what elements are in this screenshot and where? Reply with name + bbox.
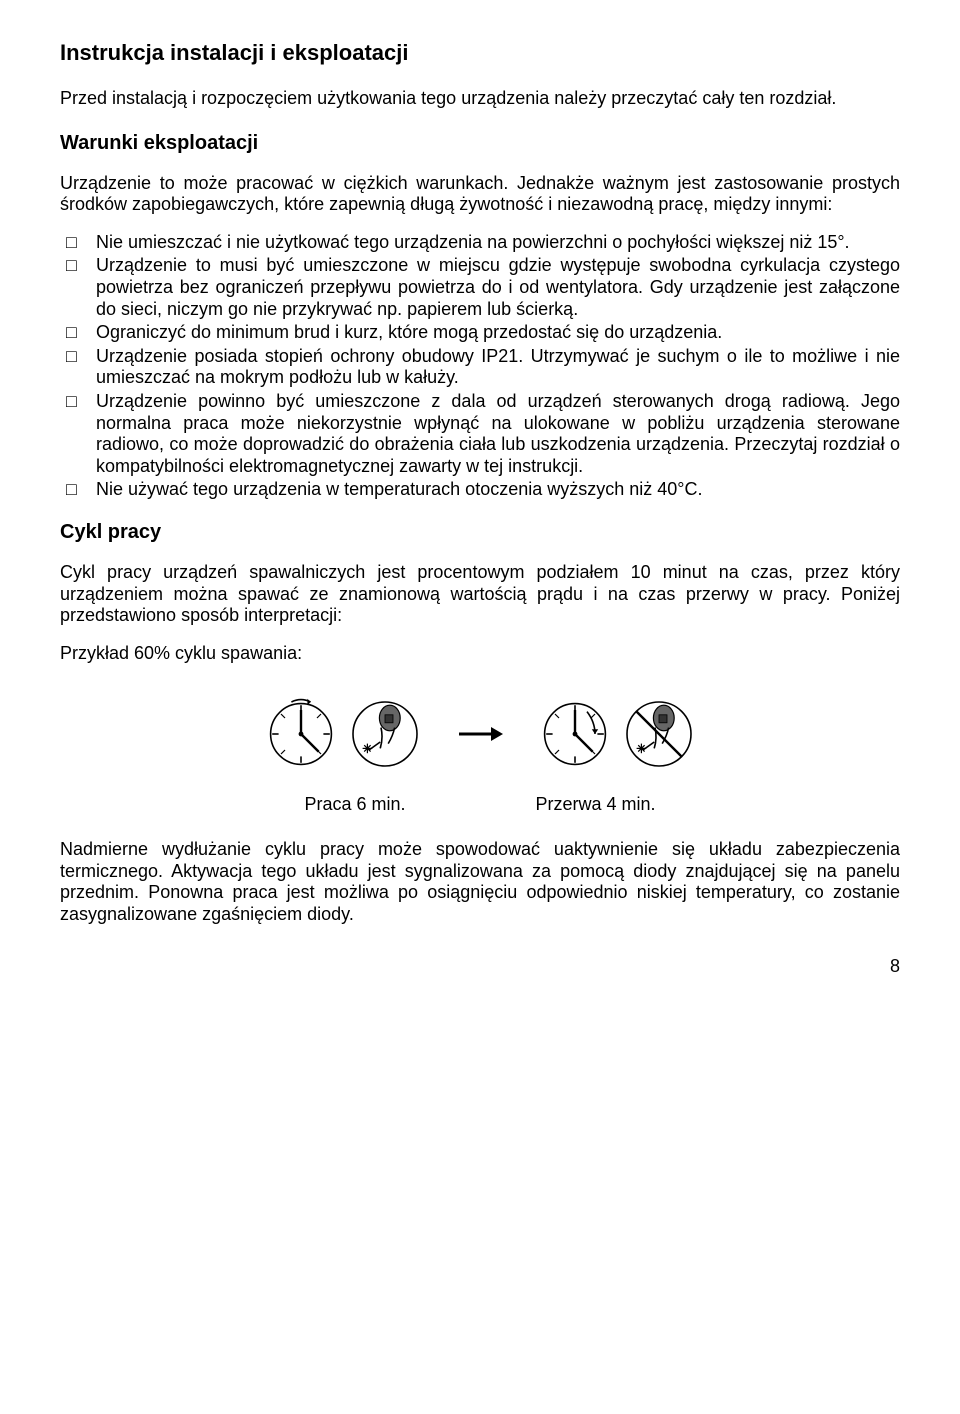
list-item: Nie używać tego urządzenia w temperatura…	[60, 479, 900, 501]
list-item: Urządzenie powinno być umieszczone z dal…	[60, 391, 900, 477]
diagram-break	[535, 694, 699, 774]
section-cykl-title: Cykl pracy	[60, 521, 900, 544]
conclusion-paragraph: Nadmierne wydłużanie cyklu pracy może sp…	[60, 839, 900, 925]
section-warunki-paragraph: Urządzenie to może pracować w ciężkich w…	[60, 173, 900, 216]
clock-break-icon	[535, 694, 615, 774]
intro-paragraph: Przed instalacją i rozpoczęciem użytkowa…	[60, 88, 900, 110]
main-title: Instrukcja instalacji i eksploatacji	[60, 40, 900, 66]
list-item: Nie umieszczać i nie użytkować tego urzą…	[60, 232, 900, 254]
list-item: Urządzenie posiada stopień ochrony obudo…	[60, 346, 900, 389]
diagram-work	[261, 694, 425, 774]
welder-break-icon	[619, 694, 699, 774]
bullet-list-warunki: Nie umieszczać i nie użytkować tego urzą…	[60, 232, 900, 501]
arrow-right-icon	[455, 719, 505, 749]
page-number: 8	[60, 956, 900, 977]
list-item: Urządzenie to musi być umieszczone w mie…	[60, 255, 900, 320]
section-cykl-paragraph: Cykl pracy urządzeń spawalniczych jest p…	[60, 562, 900, 627]
diagram-container	[60, 694, 900, 774]
labels-row: Praca 6 min. Przerwa 4 min.	[60, 794, 900, 815]
welder-work-icon	[345, 694, 425, 774]
example-label: Przykład 60% cyklu spawania:	[60, 643, 900, 665]
clock-work-icon	[261, 694, 341, 774]
label-break: Przerwa 4 min.	[536, 794, 656, 815]
list-item: Ograniczyć do minimum brud i kurz, które…	[60, 322, 900, 344]
section-warunki-title: Warunki eksploatacji	[60, 132, 900, 155]
label-work: Praca 6 min.	[304, 794, 405, 815]
